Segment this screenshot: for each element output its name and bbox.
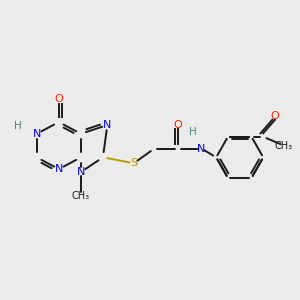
Text: O: O	[271, 111, 279, 121]
Text: O: O	[54, 94, 63, 103]
Text: N: N	[55, 164, 63, 174]
Text: N: N	[33, 129, 41, 139]
Text: N: N	[197, 143, 206, 154]
Text: CH₃: CH₃	[275, 141, 293, 151]
Text: N: N	[77, 167, 85, 177]
Text: H: H	[14, 122, 22, 131]
Text: CH₃: CH₃	[72, 190, 90, 201]
Text: S: S	[130, 158, 137, 168]
Text: H: H	[189, 128, 196, 137]
Text: N: N	[103, 120, 112, 130]
Text: O: O	[174, 120, 182, 130]
